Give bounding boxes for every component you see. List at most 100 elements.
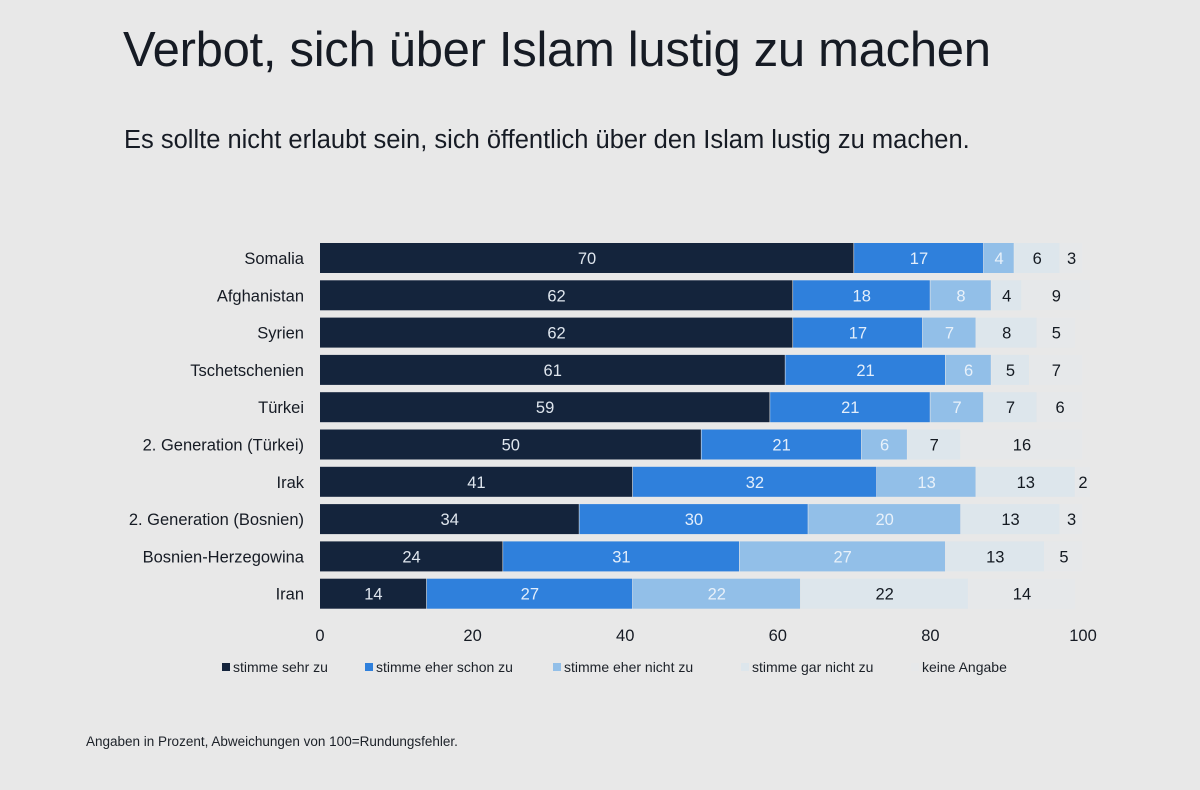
x-tick-label: 20 [463, 627, 481, 645]
bar-segment [907, 429, 961, 460]
data-label: 31 [612, 548, 630, 566]
legend-label: stimme eher schon zu [376, 659, 513, 675]
legend-label: keine Angabe [922, 659, 1007, 675]
bar-segment [930, 392, 984, 423]
data-label: 5 [1059, 548, 1068, 566]
data-label: 18 [853, 287, 871, 305]
bar-segment [983, 392, 1037, 423]
data-label: 27 [833, 548, 851, 566]
bar-segment [800, 578, 968, 609]
data-label: 32 [746, 474, 764, 492]
bar-segment [960, 429, 1083, 460]
category-labels: Somalia Afghanistan Syrien Tschetschenien Tü… [129, 250, 305, 604]
bar-segment [922, 317, 976, 348]
chart-subtitle: Es sollte nicht erlaubt sein, sich öffen… [124, 126, 970, 154]
bar-segment [320, 466, 633, 497]
data-label: 24 [402, 548, 420, 566]
bar-segment [1075, 466, 1091, 497]
bar-segment [701, 429, 862, 460]
legend-swatch [553, 663, 561, 671]
bar-segment [968, 578, 1075, 609]
x-axis: 0 20 40 60 80 100 [315, 627, 1096, 645]
bar-segment [960, 504, 1060, 535]
value-labels: 70 17 4 6 362 18 8 4 962 17 7 8 561 21 6 5 759 21 7 7 650 21 6… [364, 250, 1087, 604]
data-label: 3 [1067, 511, 1076, 529]
category-label: Bosnien-Herzegowina [143, 548, 305, 566]
bar-segment [632, 578, 801, 609]
data-label: 7 [953, 399, 962, 417]
data-label: 22 [875, 586, 893, 604]
legend-swatch [365, 663, 373, 671]
bar-segment [854, 243, 984, 273]
bar-segment [793, 317, 923, 348]
data-label: 8 [1002, 325, 1011, 343]
data-label: 22 [708, 586, 726, 604]
bar-segment [320, 541, 503, 572]
data-label: 21 [841, 399, 859, 417]
data-label: 27 [521, 586, 539, 604]
data-label: 59 [536, 399, 554, 417]
category-label: 2. Generation (Bosnien) [129, 511, 304, 529]
bar-segment [320, 578, 427, 609]
data-label: 6 [1033, 250, 1042, 268]
data-label: 6 [880, 437, 889, 455]
data-label: 70 [578, 250, 596, 268]
bar-segment [991, 280, 1022, 311]
data-label: 13 [986, 548, 1004, 566]
data-label: 50 [502, 437, 520, 455]
x-tick-label: 40 [616, 627, 634, 645]
category-label: Irak [276, 474, 304, 492]
legend-label: stimme gar nicht zu [752, 659, 873, 675]
legend-swatch [911, 663, 919, 671]
data-label: 61 [544, 362, 562, 380]
bar-segment [1014, 243, 1060, 273]
data-label: 41 [467, 474, 485, 492]
data-label: 5 [1052, 325, 1061, 343]
data-label: 4 [994, 250, 1003, 268]
data-label: 21 [856, 362, 874, 380]
bar-segment [861, 429, 907, 460]
bar-segment [320, 392, 770, 423]
bar-segment [945, 541, 1045, 572]
data-label: 5 [1006, 362, 1015, 380]
bar-segment [976, 466, 1075, 497]
data-label: 16 [1013, 437, 1031, 455]
bar-segment [320, 504, 579, 535]
chart-title: Verbot, sich über Islam lustig zu machen [123, 23, 991, 77]
data-label: 7 [1006, 399, 1015, 417]
data-label: 4 [1002, 287, 1011, 305]
data-label: 7 [1052, 362, 1061, 380]
data-label: 13 [1001, 511, 1019, 529]
data-label: 2 [1078, 474, 1087, 492]
x-tick-label: 80 [921, 627, 939, 645]
legend-swatch [741, 663, 749, 671]
bar-segment [770, 392, 930, 423]
data-label: 20 [875, 511, 893, 529]
footnote: Angaben in Prozent, Abweichungen von 100… [86, 734, 458, 749]
legend-swatch [222, 663, 230, 671]
bar-segment [930, 280, 991, 311]
data-label: 3 [1067, 250, 1076, 268]
bar-segment [785, 354, 946, 385]
bar-segment [945, 354, 991, 385]
bar-segment [793, 280, 930, 311]
category-label: Syrien [257, 325, 304, 343]
bar-segment [1060, 504, 1083, 535]
bar-segment [1060, 243, 1083, 273]
data-label: 6 [964, 362, 973, 380]
x-tick-label: 60 [769, 627, 787, 645]
data-label: 62 [547, 287, 565, 305]
data-label: 8 [956, 287, 965, 305]
bar-segment [1044, 541, 1083, 572]
data-label: 62 [547, 325, 565, 343]
bar-segment [1029, 354, 1083, 385]
data-label: 14 [1013, 586, 1031, 604]
category-label: 2. Generation (Türkei) [143, 437, 304, 455]
data-label: 7 [930, 437, 939, 455]
data-label: 13 [1017, 474, 1035, 492]
bar-segment [426, 578, 633, 609]
bar-segment [632, 466, 877, 497]
bar-segment [320, 429, 701, 460]
bar-segment [808, 504, 961, 535]
